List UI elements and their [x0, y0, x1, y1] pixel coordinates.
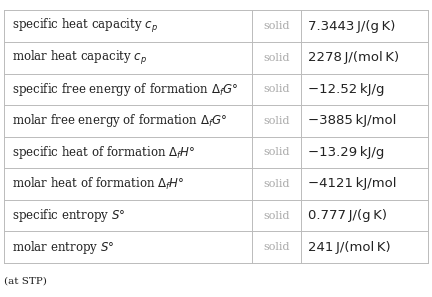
Text: molar heat of formation $\Delta_f H°$: molar heat of formation $\Delta_f H°$: [12, 176, 184, 192]
Text: 2278 J/(mol K): 2278 J/(mol K): [308, 51, 400, 64]
Text: solid: solid: [263, 242, 289, 252]
Text: solid: solid: [263, 21, 289, 31]
Text: molar free energy of formation $\Delta_f G°$: molar free energy of formation $\Delta_f…: [12, 112, 228, 129]
Text: −3885 kJ/mol: −3885 kJ/mol: [308, 114, 397, 127]
Text: −13.29 kJ/g: −13.29 kJ/g: [308, 146, 385, 159]
Text: molar heat capacity $c_p$: molar heat capacity $c_p$: [12, 49, 147, 67]
Text: solid: solid: [263, 116, 289, 126]
Text: −12.52 kJ/g: −12.52 kJ/g: [308, 83, 385, 96]
Text: solid: solid: [263, 211, 289, 220]
Text: solid: solid: [263, 147, 289, 157]
Text: −4121 kJ/mol: −4121 kJ/mol: [308, 177, 397, 190]
Text: specific free energy of formation $\Delta_f G°$: specific free energy of formation $\Delt…: [12, 81, 238, 98]
Text: solid: solid: [263, 84, 289, 94]
Text: 7.3443 J/(g K): 7.3443 J/(g K): [308, 20, 396, 33]
Text: molar entropy $S°$: molar entropy $S°$: [12, 238, 114, 255]
Text: specific heat capacity $c_p$: specific heat capacity $c_p$: [12, 17, 158, 35]
Text: specific heat of formation $\Delta_f H°$: specific heat of formation $\Delta_f H°$: [12, 144, 196, 161]
Text: 241 J/(mol K): 241 J/(mol K): [308, 241, 391, 254]
Text: 0.777 J/(g K): 0.777 J/(g K): [308, 209, 388, 222]
Text: solid: solid: [263, 179, 289, 189]
Text: specific entropy $S°$: specific entropy $S°$: [12, 207, 125, 224]
Text: solid: solid: [263, 53, 289, 63]
Text: (at STP): (at STP): [4, 276, 47, 285]
